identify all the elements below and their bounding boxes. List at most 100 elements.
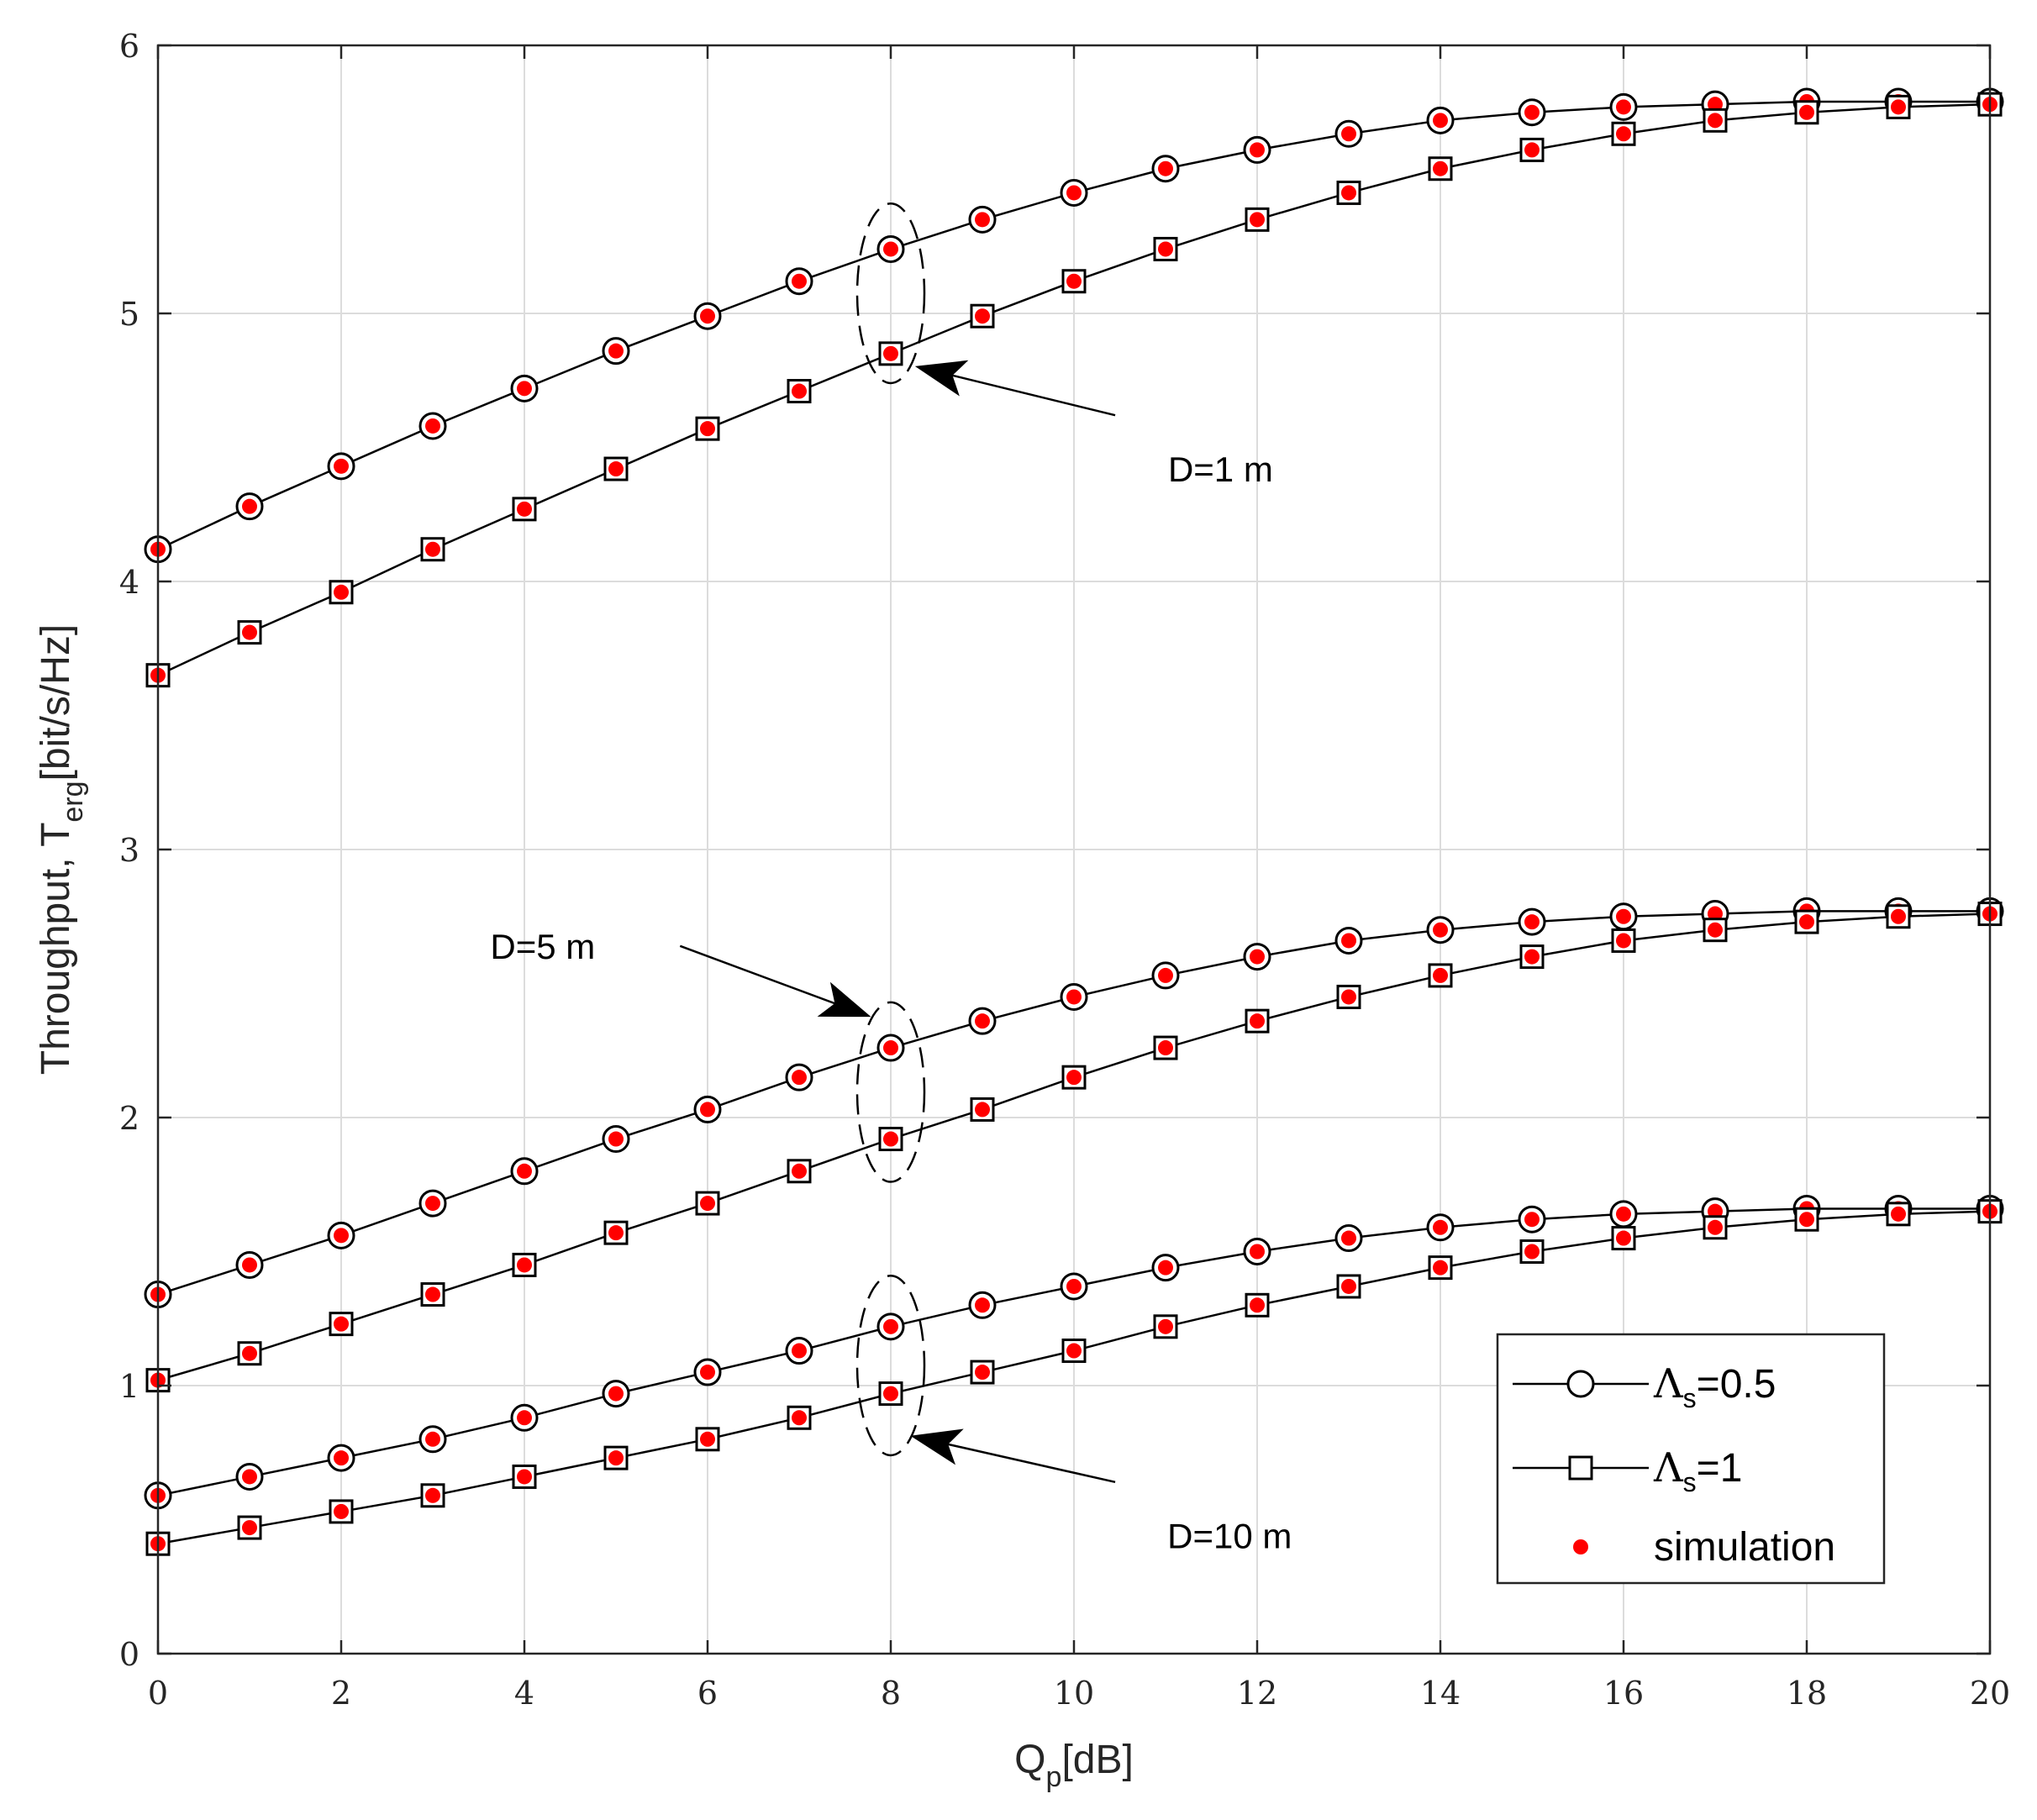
y-tick-label: 3 — [119, 832, 139, 869]
simulation-point — [517, 1469, 532, 1485]
simulation-point — [975, 1013, 990, 1029]
simulation-point — [1891, 99, 1906, 115]
legend-label-circle: Λs=0.5 — [1653, 1360, 1776, 1413]
simulation-point — [700, 421, 715, 437]
legend-square-sub: s — [1683, 1467, 1697, 1497]
y-tick-label: 1 — [119, 1368, 139, 1405]
x-tick-label: 14 — [1420, 1675, 1461, 1712]
simulation-point — [1433, 967, 1448, 983]
simulation-point — [1524, 104, 1540, 120]
y-tick-label: 5 — [119, 296, 139, 333]
simulation-point — [1341, 989, 1356, 1005]
simulation-point — [334, 1503, 349, 1519]
simulation-point — [1158, 1260, 1173, 1276]
x-axis-label: Qp[dB] — [1014, 1738, 1134, 1793]
legend-square-marker — [1568, 1455, 1593, 1481]
simulation-point — [1433, 922, 1448, 938]
simulation-point — [883, 241, 898, 257]
simulation-point — [1066, 989, 1082, 1005]
legend-circle-marker — [1566, 1370, 1595, 1398]
simulation-point — [975, 1102, 990, 1118]
simulation-point — [792, 1163, 807, 1179]
annotation-ellipse — [855, 1274, 926, 1457]
legend: Λs=0.5 Λs=1 simulation — [1496, 1333, 1886, 1585]
simulation-point — [242, 1469, 257, 1485]
simulation-point — [242, 624, 257, 640]
simulation-point — [883, 1131, 898, 1147]
annotation-arrow — [914, 360, 1116, 417]
simulation-point — [1616, 933, 1631, 949]
legend-circle-rest: =0.5 — [1697, 1362, 1776, 1407]
simulation-point — [975, 1365, 990, 1381]
simulation-point — [425, 1487, 440, 1503]
simulation-point — [1341, 185, 1356, 201]
simulation-point — [242, 1257, 257, 1273]
legend-label-square: Λs=1 — [1653, 1444, 1742, 1497]
annotation-ellipse — [855, 202, 926, 385]
legend-box — [1496, 1333, 1886, 1585]
simulation-point — [1250, 142, 1265, 158]
simulation-point — [1250, 1297, 1265, 1313]
simulation-point — [975, 308, 990, 324]
x-tick-label: 4 — [514, 1675, 534, 1712]
simulation-point — [242, 498, 257, 514]
simulation-point — [700, 1431, 715, 1447]
simulation-point — [1341, 1278, 1356, 1294]
legend-square-rest: =1 — [1697, 1446, 1743, 1491]
simulation-point — [1799, 1212, 1814, 1228]
simulation-point — [1708, 906, 1723, 922]
simulation-point — [517, 501, 532, 517]
simulation-point — [700, 1365, 715, 1381]
x-tick-label: 2 — [331, 1675, 351, 1712]
x-tick-label: 6 — [697, 1675, 718, 1712]
simulation-point — [1066, 1343, 1082, 1359]
simulation-point — [1250, 1013, 1265, 1029]
simulation-point — [1158, 1040, 1173, 1056]
simulation-point — [1799, 104, 1814, 120]
simulation-point — [608, 461, 624, 477]
x-tick-label: 12 — [1237, 1675, 1277, 1712]
simulation-point — [425, 1196, 440, 1212]
simulation-point — [1708, 97, 1723, 113]
simulation-point — [1616, 908, 1631, 924]
simulation-point — [1708, 113, 1723, 129]
simulation-point — [1250, 949, 1265, 965]
simulation-point — [517, 1163, 532, 1179]
y-axis-label-main: Throughput, T — [34, 823, 78, 1076]
legend-label-simulation: simulation — [1654, 1525, 1835, 1570]
simulation-point — [1524, 914, 1540, 930]
simulation-point — [700, 1196, 715, 1212]
simulation-point — [1066, 185, 1082, 201]
simulation-point — [608, 1225, 624, 1241]
simulation-point — [1616, 126, 1631, 142]
x-tick-label: 0 — [148, 1675, 168, 1712]
y-axis-label: Throughput, Terg[bit/s/Hz] — [34, 624, 89, 1075]
legend-simulation-dot — [1573, 1539, 1588, 1554]
simulation-point — [334, 458, 349, 474]
x-tick-label: 16 — [1603, 1675, 1644, 1712]
simulation-point — [883, 345, 898, 361]
simulation-point — [1708, 1203, 1723, 1219]
simulation-point — [1158, 241, 1173, 257]
simulation-point — [1891, 908, 1906, 924]
annotation: D=1 m — [855, 202, 1273, 489]
simulation-point — [1158, 160, 1173, 176]
simulation-point — [425, 418, 440, 434]
simulation-point — [242, 1345, 257, 1361]
y-tick-label: 4 — [119, 564, 139, 601]
annotation-label: D=1 m — [1168, 450, 1273, 489]
simulation-point — [700, 308, 715, 324]
simulation-point — [1341, 126, 1356, 142]
y-axis-label-sub: erg — [57, 781, 89, 822]
simulation-point — [1433, 1219, 1448, 1235]
simulation-point — [1158, 967, 1173, 983]
simulation-point — [608, 1131, 624, 1147]
simulation-point — [425, 1431, 440, 1447]
simulation-point — [1524, 1212, 1540, 1228]
y-tick-label: 6 — [119, 28, 139, 65]
series-4 — [145, 902, 2003, 1393]
simulation-point — [883, 1386, 898, 1402]
simulation-point — [883, 1318, 898, 1334]
y-tick-label: 0 — [119, 1636, 139, 1673]
